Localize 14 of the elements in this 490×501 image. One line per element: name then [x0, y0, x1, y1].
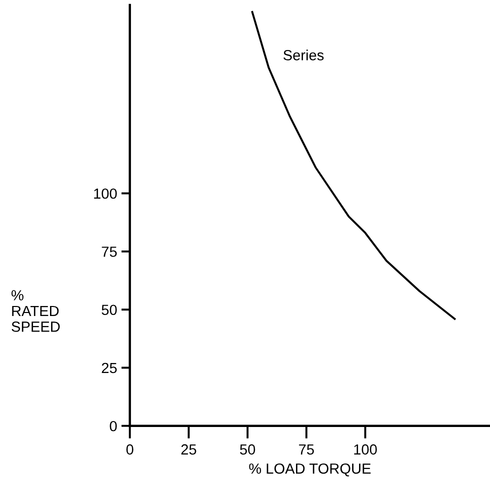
x-axis-title: % LOAD TORQUE	[249, 463, 371, 476]
x-tick-label: 75	[299, 444, 314, 455]
x-tick-label: 50	[240, 444, 256, 455]
x-tick-label: 25	[181, 444, 196, 455]
y-tick-label: 25	[102, 362, 117, 374]
line-series	[251, 11, 456, 320]
y-tick-label: 75	[102, 246, 117, 257]
y-tick-label: 50	[102, 304, 117, 316]
y-tick-label: 100	[94, 188, 117, 199]
series-label: Series	[283, 50, 324, 60]
x-tick-label: 100	[354, 444, 377, 455]
y-axis-title: % RATED SPEED	[12, 290, 60, 332]
x-tick-label: 0	[126, 444, 134, 455]
y-tick-label: 0	[110, 420, 117, 432]
